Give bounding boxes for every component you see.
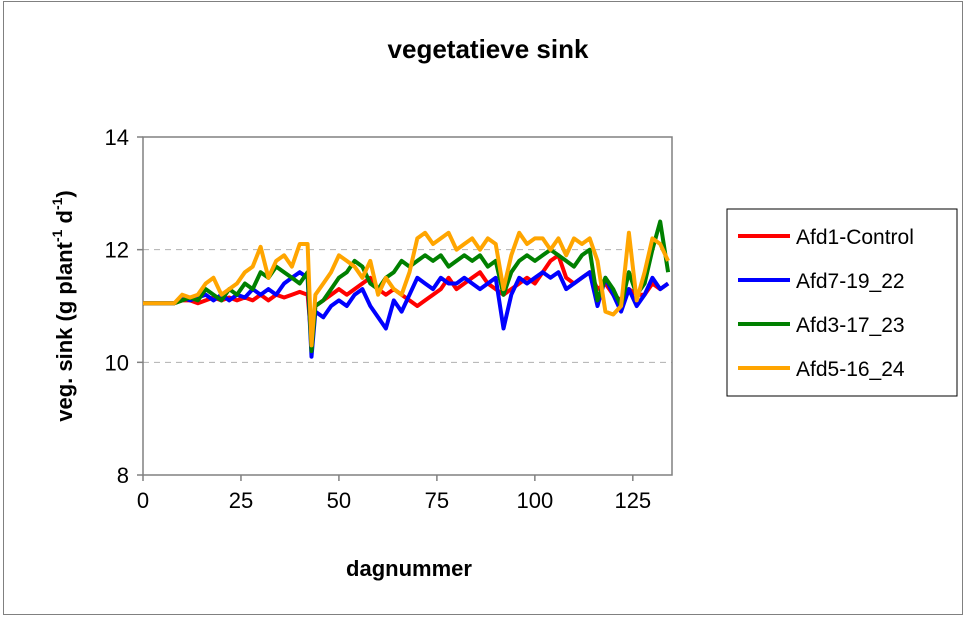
y-tick-label: 10 [105, 350, 129, 375]
legend-label-1: Afd1-Control [796, 226, 914, 249]
y-axis-label: veg. sink (g plant-1 d-1) [49, 190, 77, 422]
series-line-4 [143, 230, 670, 348]
x-tick-label: 0 [137, 488, 149, 513]
y-label-sup-1: -1 [49, 229, 65, 242]
x-tick-label: 25 [229, 488, 253, 513]
y-tick-label: 14 [105, 125, 129, 150]
x-tick-label: 75 [425, 488, 449, 513]
legend: Afd1-Control Afd7-19_22 Afd3-17_23 Afd5-16_… [726, 208, 958, 397]
y-label-part-3: ) [52, 190, 77, 197]
legend-label-2: Afd7-19_22 [796, 270, 905, 293]
series-lines [143, 219, 671, 359]
x-tick-label: 100 [516, 488, 553, 513]
y-label-sup-2: -1 [49, 197, 65, 210]
legend-label-3: Afd3-17_23 [796, 314, 905, 337]
x-axis-label: dagnummer [346, 556, 472, 581]
axis-ticks: 8 10 12 14 0 25 50 75 100 125 [105, 125, 652, 513]
series-line-2 [143, 270, 670, 359]
x-tick-label: 125 [614, 488, 651, 513]
x-tick-label: 50 [327, 488, 351, 513]
y-tick-label: 8 [117, 463, 129, 488]
plot-area [142, 136, 673, 476]
series-line-3 [143, 219, 671, 354]
y-tick-label: 12 [105, 238, 129, 263]
legend-box [726, 208, 958, 397]
y-label-part-2: d [52, 210, 77, 230]
chart-frame [3, 1, 963, 615]
grid-lines [143, 249, 672, 363]
y-label-part-1: veg. sink (g plant [52, 241, 77, 421]
legend-label-4: Afd5-16_24 [796, 358, 905, 381]
chart-title: vegetatieve sink [388, 34, 589, 64]
